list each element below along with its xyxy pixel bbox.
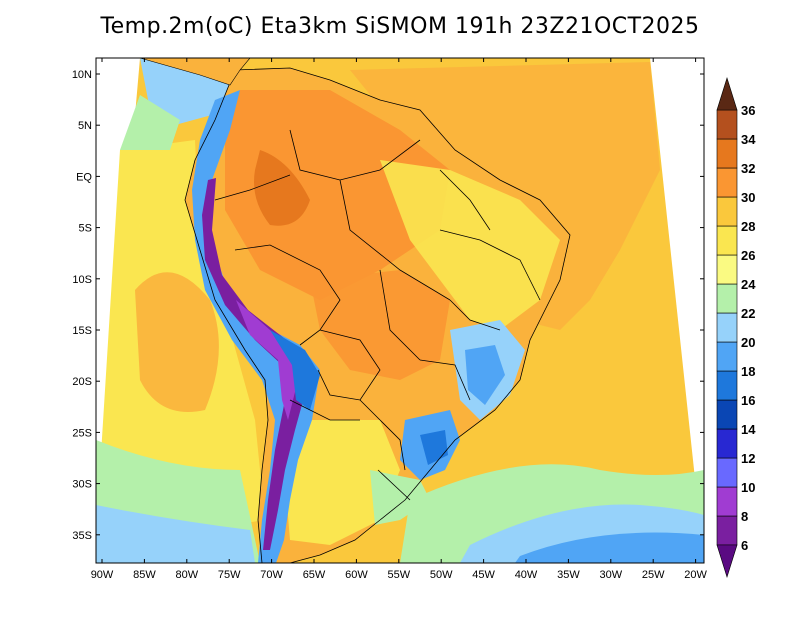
map-frame (95, 57, 705, 564)
colorbar-swatch (716, 399, 738, 430)
lon-tick-label: 25W (642, 569, 665, 581)
andes-violet (236, 300, 298, 420)
lat-tick-label: EQ (76, 171, 92, 183)
colorbar-lower-arrow (716, 544, 738, 579)
caribbean-green (120, 95, 180, 150)
central-warm (310, 270, 450, 380)
south-atlantic-colder (515, 532, 704, 563)
latitude-axis: 10N 5N EQ 5S 10S 15S 20S 25S 30S 35S (72, 69, 704, 542)
andes-purple (202, 178, 306, 550)
pampas-yellow (285, 420, 400, 545)
map-title: Temp.2m(oC) Eta3km SiSMOM 191h 23Z21OCT2… (100, 14, 700, 39)
south-cool-band-2 (96, 505, 255, 563)
colorbar: 6 8 10 12 14 16 18 20 22 24 26 28 30 32 34 36 (716, 76, 756, 579)
colorbar-label: 30 (741, 190, 755, 205)
lon-tick-label: 65W (303, 569, 326, 581)
colorbar-swatch (716, 225, 738, 256)
amazon-hot (225, 90, 450, 300)
lat-tick-label: 10N (72, 69, 92, 81)
colorbar-swatch (716, 254, 738, 285)
colorbar-label: 12 (741, 451, 755, 466)
colorbar-label: 14 (741, 422, 756, 437)
colorbar-swatch (716, 428, 738, 459)
lat-tick-label: 5N (78, 120, 92, 132)
lat-tick-label: 10S (72, 274, 92, 286)
colorbar-swatch (716, 341, 738, 372)
colorbar-swatch (716, 167, 738, 198)
lat-tick-label: 20S (72, 376, 92, 388)
colorbar-label: 20 (741, 335, 755, 350)
colorbar-upper-arrow (716, 76, 738, 111)
lat-tick-label: 25S (72, 427, 92, 439)
lon-tick-label: 45W (472, 569, 495, 581)
lon-tick-label: 75W (218, 569, 241, 581)
colorbar-swatch (716, 515, 738, 546)
colorbar-swatch (716, 486, 738, 517)
lon-tick-label: 85W (133, 569, 156, 581)
colorbar-label: 36 (741, 103, 755, 118)
colorbar-label: 8 (741, 509, 748, 524)
lon-tick-label: 70W (260, 569, 283, 581)
lon-tick-label: 50W (430, 569, 453, 581)
colorbar-swatch (716, 312, 738, 343)
lon-tick-label: 40W (515, 569, 538, 581)
colorbar-swatch (716, 196, 738, 227)
country-borders (184, 67, 571, 563)
lat-tick-label: 35S (72, 530, 92, 542)
lat-tick-label: 30S (72, 479, 92, 491)
lon-tick-label: 55W (387, 569, 410, 581)
colorbar-label: 34 (741, 132, 756, 147)
northeast-yellow (380, 160, 560, 330)
lat-tick-label: 5S (79, 223, 92, 235)
colorbar-swatch (716, 370, 738, 401)
lon-tick-label: 20W (684, 569, 707, 581)
lon-tick-label: 35W (557, 569, 580, 581)
colorbar-swatch (716, 138, 738, 169)
colorbar-label: 24 (741, 277, 756, 292)
lon-tick-label: 30W (599, 569, 622, 581)
colorbar-label: 26 (741, 248, 755, 263)
amazon-hotter (254, 150, 310, 226)
colorbar-label: 10 (741, 480, 755, 495)
colorbar-label: 18 (741, 364, 755, 379)
southeast-blue (465, 345, 505, 405)
central-america (139, 58, 251, 86)
colorbar-swatch (716, 283, 738, 314)
lon-tick-label: 90W (91, 569, 114, 581)
colorbar-label: 32 (741, 161, 755, 176)
colorbar-swatch (716, 457, 738, 488)
colorbar-label: 28 (741, 219, 755, 234)
longitude-axis: 90W 85W 80W 75W 70W 65W 60W 55W 50W 45W 40W 35W 30W 2… (91, 58, 708, 581)
pacific-warm-patch (135, 272, 219, 412)
colorbar-swatch (716, 109, 738, 140)
colorbar-label: 6 (741, 538, 748, 553)
colorbar-label: 22 (741, 306, 755, 321)
altiplano-blue (270, 330, 320, 410)
colorbar-label: 16 (741, 393, 755, 408)
pampas-green (370, 470, 430, 525)
lon-tick-label: 80W (175, 569, 198, 581)
lat-tick-label: 15S (72, 325, 92, 337)
map-area (96, 58, 704, 563)
lon-tick-label: 60W (345, 569, 368, 581)
